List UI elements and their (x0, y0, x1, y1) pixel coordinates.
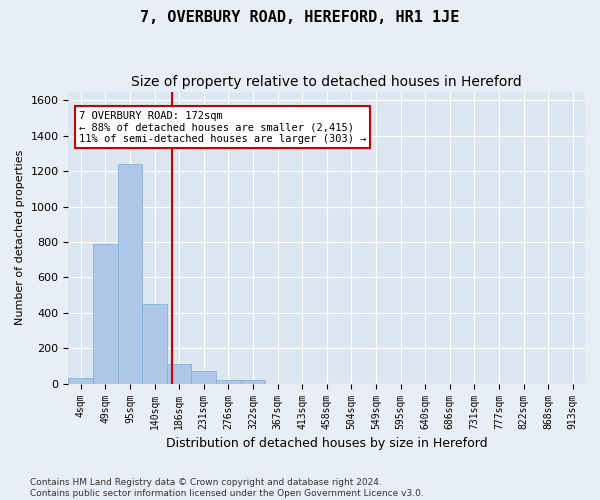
Text: 7, OVERBURY ROAD, HEREFORD, HR1 1JE: 7, OVERBURY ROAD, HEREFORD, HR1 1JE (140, 10, 460, 25)
Bar (191, 372, 216, 384)
Bar (93, 244, 118, 384)
Bar (142, 304, 167, 384)
Bar (68, 378, 93, 384)
Title: Size of property relative to detached houses in Hereford: Size of property relative to detached ho… (131, 75, 522, 89)
Bar (167, 364, 191, 384)
Text: Contains HM Land Registry data © Crown copyright and database right 2024.
Contai: Contains HM Land Registry data © Crown c… (30, 478, 424, 498)
Text: 7 OVERBURY ROAD: 172sqm
← 88% of detached houses are smaller (2,415)
11% of semi: 7 OVERBURY ROAD: 172sqm ← 88% of detache… (79, 110, 366, 144)
Bar (216, 380, 241, 384)
Y-axis label: Number of detached properties: Number of detached properties (15, 150, 25, 326)
Bar (118, 164, 142, 384)
Bar (241, 380, 265, 384)
X-axis label: Distribution of detached houses by size in Hereford: Distribution of detached houses by size … (166, 437, 488, 450)
